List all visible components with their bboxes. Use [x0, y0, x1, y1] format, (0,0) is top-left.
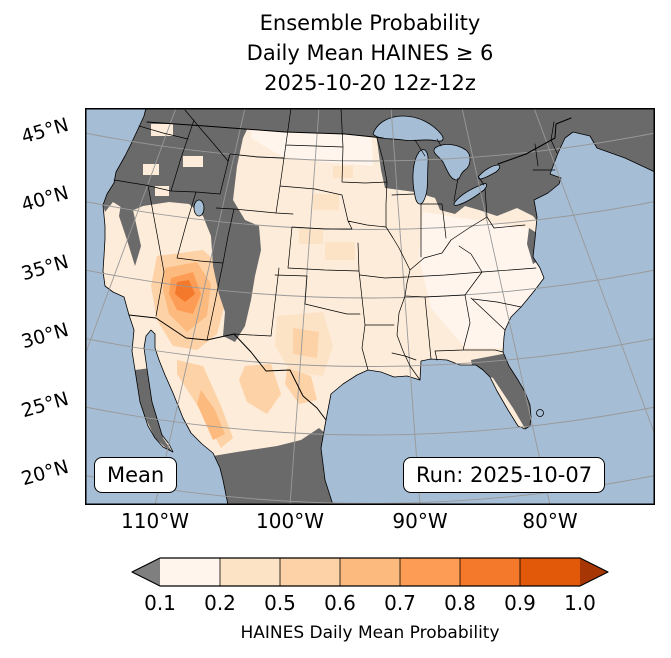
lake-michigan	[412, 149, 429, 205]
lake-ontario	[477, 164, 501, 180]
colorbar-segment	[340, 558, 400, 586]
colorbar-segment	[400, 558, 460, 586]
page-title: Ensemble Probability	[259, 11, 481, 35]
lat-label-20n: 20°N	[18, 455, 72, 491]
national-borders	[128, 117, 572, 421]
lake-huron	[433, 144, 471, 181]
lon-label-100w: 100°W	[256, 509, 324, 533]
lon-label-110w: 110°W	[121, 509, 189, 533]
colorbar-segment	[280, 558, 340, 586]
colorbar-tick: 1.0	[564, 591, 596, 615]
canada-border	[146, 117, 572, 165]
lat-label-30n: 30°N	[18, 318, 72, 354]
lat-label-40n: 40°N	[18, 181, 72, 217]
colorbar-segment	[160, 558, 220, 586]
colorbar-tick: 0.6	[324, 591, 356, 615]
lake-okeechobee	[536, 409, 544, 417]
run-date-badge: Run: 2025-10-07	[403, 457, 606, 493]
colorbar-label: HAINES Daily Mean Probability	[240, 623, 500, 643]
stat-type-badge: Mean	[94, 457, 178, 493]
lake-superior	[372, 115, 444, 142]
colorbar	[131, 557, 609, 587]
lat-label-45n: 45°N	[18, 113, 72, 149]
subtitle-variable: Daily Mean HAINES ≥ 6	[246, 41, 494, 65]
colorbar-tick: 0.2	[204, 591, 236, 615]
colorbar-tick: 0.7	[384, 591, 416, 615]
state-boundaries	[113, 107, 558, 381]
great-salt-lake	[193, 199, 205, 217]
lon-label-90w: 90°W	[392, 509, 448, 533]
water	[84, 107, 656, 506]
mexico-border	[128, 314, 327, 421]
mask-west-rockies	[85, 108, 261, 342]
colorbar-over-arrow	[580, 558, 608, 586]
lake-erie	[453, 183, 487, 206]
mask-sierra	[119, 204, 141, 266]
graticule	[84, 107, 656, 506]
lon-label-80w: 80°W	[522, 509, 578, 533]
colorbar-tick: 0.1	[144, 591, 176, 615]
us-probability-map	[84, 107, 656, 506]
mask-southern-mexico	[213, 428, 337, 505]
field-specks	[143, 124, 203, 196]
subtitle-valid-time: 2025-10-20 12z-12z	[264, 71, 476, 95]
colorbar-tick: 0.8	[444, 591, 476, 615]
colorbar-tick: 0.5	[264, 591, 296, 615]
map-area	[84, 107, 656, 506]
lat-label-25n: 25°N	[18, 387, 72, 423]
map-frame	[85, 108, 655, 505]
lat-label-35n: 35°N	[18, 250, 72, 286]
colorbar-segment	[220, 558, 280, 586]
colorbar-outline	[131, 557, 609, 587]
colorbar-segment	[520, 558, 580, 586]
colorbar-segment	[460, 558, 520, 586]
colorbar-under-arrow	[132, 558, 160, 586]
colorbar-tick: 0.9	[504, 591, 536, 615]
